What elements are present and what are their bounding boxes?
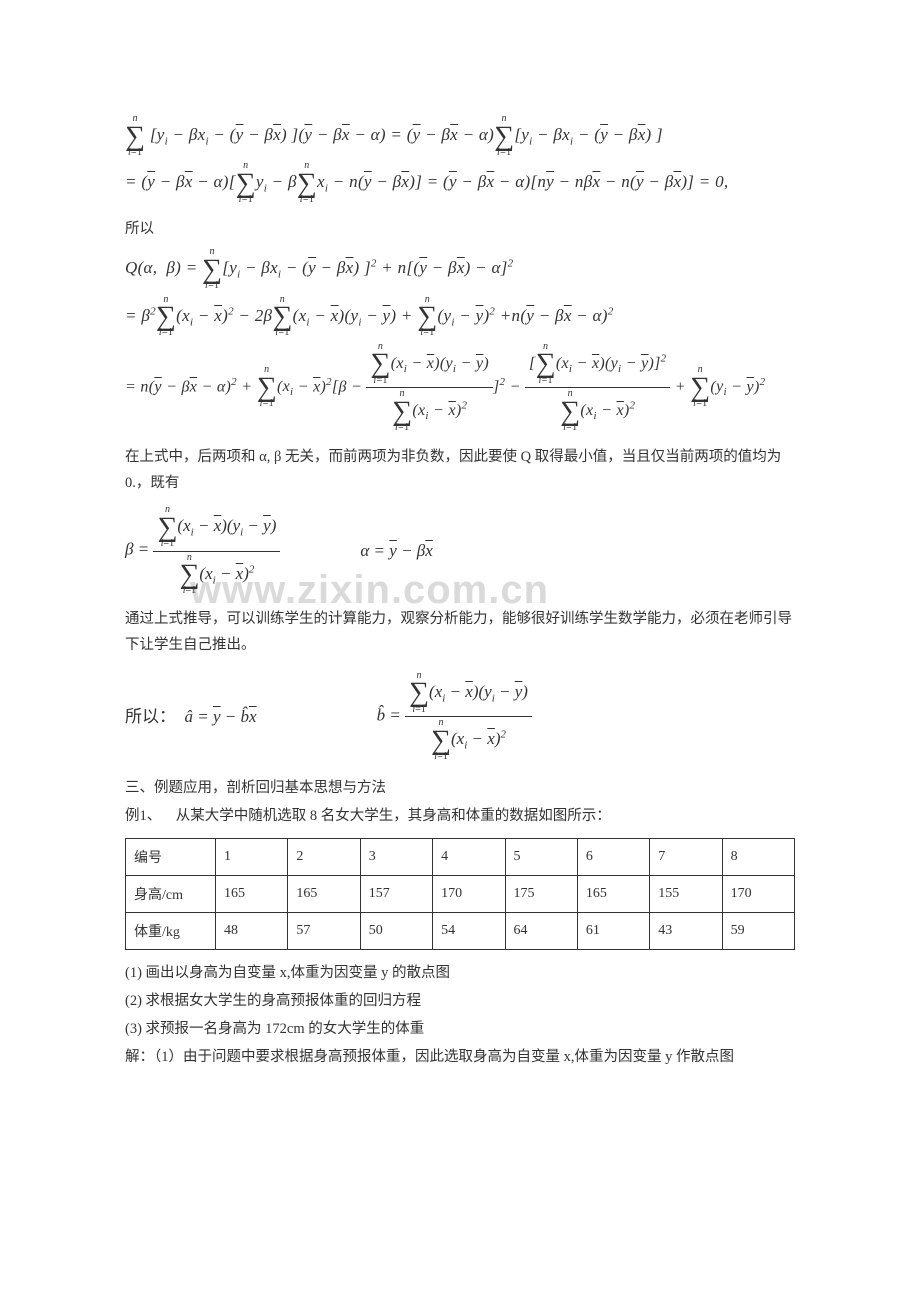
- data-table: 编号 1 2 3 4 5 6 7 8 身高/cm 165 165 157 170…: [125, 838, 795, 950]
- eq-q-line1: Q(α, β) = n∑i=1[yi − βxi − (y − βx) ]2 +…: [125, 248, 795, 290]
- table-cell: 170: [433, 875, 505, 912]
- answer-intro: 解：（1）由于问题中要求根据身高预报体重，因此选取身高为自变量 x,体重为因变量…: [125, 1044, 795, 1070]
- table-cell: 155: [650, 875, 722, 912]
- table-cell: 157: [360, 875, 432, 912]
- equation-block-q: Q(α, β) = n∑i=1[yi − βxi − (y − βx) ]2 +…: [125, 248, 795, 432]
- table-cell: 64: [505, 912, 577, 949]
- eq-q-line2: = β2n∑i=1(xi − x)2 − 2βn∑i=1(xi − x)(yi …: [125, 296, 795, 338]
- table-cell: 43: [650, 912, 722, 949]
- table-cell: 4: [433, 838, 505, 875]
- eq-beta-alpha: β = n∑i=1(xi − x)(yi − y) n∑i=1(xi − x)2…: [125, 506, 795, 595]
- table-cell: 8: [722, 838, 794, 875]
- section3-title: 三、例题应用，剖析回归基本思想与方法: [125, 775, 795, 801]
- table-cell: 165: [288, 875, 360, 912]
- table-header-id: 编号: [126, 838, 216, 875]
- table-cell: 54: [433, 912, 505, 949]
- example1-label: 例1、: [125, 808, 161, 824]
- question-2: (2) 求根据女大学生的身高预报体重的回归方程: [125, 988, 795, 1014]
- table-cell: 165: [216, 875, 288, 912]
- table-cell: 5: [505, 838, 577, 875]
- table-cell: 61: [577, 912, 649, 949]
- eq-ahat-bhat: 所以： â = y − b̂x b̂ = n∑i=1(xi − x)(yi − …: [125, 672, 795, 761]
- table-cell: 7: [650, 838, 722, 875]
- table-cell: 165: [577, 875, 649, 912]
- table-cell: 48: [216, 912, 288, 949]
- table-cell: 2: [288, 838, 360, 875]
- table-cell: 6: [577, 838, 649, 875]
- table-row-weight: 体重/kg 48 57 50 54 64 61 43 59: [126, 912, 795, 949]
- table-cell: 59: [722, 912, 794, 949]
- page-content: n∑i=1 [yi − βxi − (y − βx) ](y − βx − α)…: [125, 115, 795, 1070]
- table-cell: 170: [722, 875, 794, 912]
- eq1-line1: n∑i=1 [yi − βxi − (y − βx) ](y − βx − α)…: [125, 115, 795, 157]
- example1-text: 从某大学中随机选取 8 名女大学生，其身高和体重的数据如图所示：: [176, 808, 611, 824]
- example1-line: 例1、 从某大学中随机选取 8 名女大学生，其身高和体重的数据如图所示：: [125, 803, 795, 829]
- table-cell: 3: [360, 838, 432, 875]
- table-cell: 50: [360, 912, 432, 949]
- equation-block-1: n∑i=1 [yi − βxi − (y − βx) ](y − βx − α)…: [125, 115, 795, 204]
- question-1: (1) 画出以身高为自变量 x,体重为因变量 y 的散点图: [125, 960, 795, 986]
- eq1-line2: = (y − βx − α)[n∑i=1yi − βn∑i=1xi − n(y …: [125, 162, 795, 204]
- table-header-height: 身高/cm: [126, 875, 216, 912]
- question-3: (3) 求预报一名身高为 172cm 的女大学生的体重: [125, 1016, 795, 1042]
- table-cell: 175: [505, 875, 577, 912]
- table-cell: 1: [216, 838, 288, 875]
- text-suoyi: 所以: [125, 216, 795, 242]
- table-row-height: 身高/cm 165 165 157 170 175 165 155 170: [126, 875, 795, 912]
- table-cell: 57: [288, 912, 360, 949]
- table-header-weight: 体重/kg: [126, 912, 216, 949]
- text-mid-para: 在上式中，后两项和 α, β 无关，而前两项为非负数，因此要使 Q 取得最小值，…: [125, 444, 795, 496]
- text-derive: 通过上式推导，可以训练学生的计算能力，观察分析能力，能够很好训练学生数学能力，必…: [125, 606, 795, 658]
- eq-q-line3: = n(y − βx − α)2 + n∑i=1(xi − x)2[β − n∑…: [125, 343, 795, 432]
- table-row-id: 编号 1 2 3 4 5 6 7 8: [126, 838, 795, 875]
